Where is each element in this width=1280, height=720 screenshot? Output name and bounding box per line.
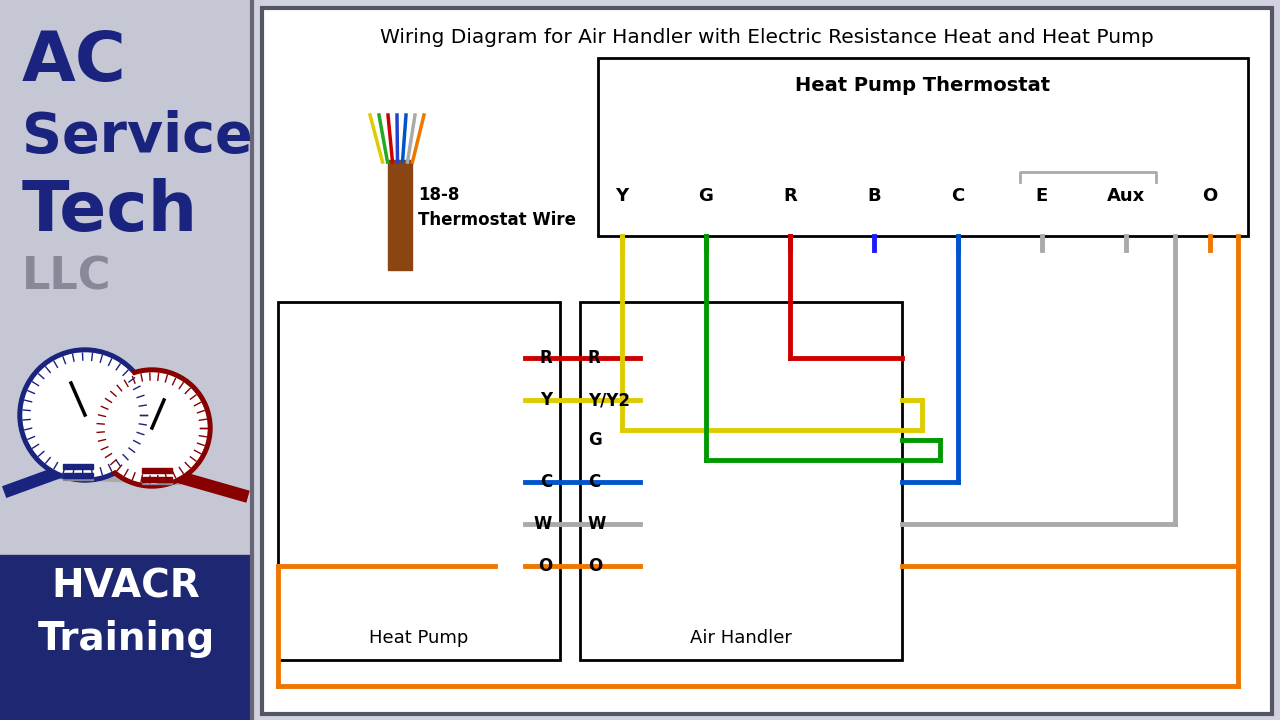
Bar <box>388 160 412 270</box>
Text: Heat Pump: Heat Pump <box>370 629 468 647</box>
Text: W: W <box>534 515 552 533</box>
Text: Y: Y <box>616 187 628 205</box>
Text: Thermostat Wire: Thermostat Wire <box>419 211 576 229</box>
Text: Heat Pump Thermostat: Heat Pump Thermostat <box>795 76 1051 95</box>
Text: Y: Y <box>540 391 552 409</box>
Circle shape <box>23 353 147 477</box>
Bar <box>63 473 93 478</box>
Bar <box>142 468 172 473</box>
Text: R: R <box>783 187 797 205</box>
Circle shape <box>18 348 152 482</box>
Text: B: B <box>867 187 881 205</box>
Text: O: O <box>588 557 603 575</box>
Bar <box>598 58 1248 236</box>
Bar <box>580 302 902 660</box>
Bar <box>278 302 559 660</box>
Text: Tech: Tech <box>22 178 198 245</box>
Text: C: C <box>951 187 965 205</box>
Circle shape <box>92 368 212 488</box>
Text: W: W <box>588 515 607 533</box>
Text: Service: Service <box>22 110 252 164</box>
Bar <box>142 466 172 484</box>
Text: Y/Y2: Y/Y2 <box>588 391 630 409</box>
Text: C: C <box>588 473 600 491</box>
Text: HVACR: HVACR <box>51 568 201 606</box>
Bar <box>142 477 172 482</box>
Text: C: C <box>540 473 552 491</box>
Text: Air Handler: Air Handler <box>690 629 792 647</box>
Text: AC: AC <box>22 28 127 95</box>
Text: E: E <box>1036 187 1048 205</box>
Text: 18-8: 18-8 <box>419 186 460 204</box>
Text: G: G <box>588 431 602 449</box>
Bar <box>0 0 252 720</box>
Text: G: G <box>699 187 713 205</box>
Bar <box>63 462 93 480</box>
Bar <box>262 8 1272 714</box>
Text: R: R <box>588 349 600 367</box>
Bar <box>262 8 1272 714</box>
Bar <box>0 555 252 720</box>
Bar <box>63 464 93 469</box>
Text: Aux: Aux <box>1107 187 1146 205</box>
Text: Wiring Diagram for Air Handler with Electric Resistance Heat and Heat Pump: Wiring Diagram for Air Handler with Elec… <box>380 28 1153 47</box>
Text: O: O <box>1202 187 1217 205</box>
Text: O: O <box>538 557 552 575</box>
Circle shape <box>97 373 207 483</box>
Text: R: R <box>539 349 552 367</box>
Text: Training: Training <box>37 620 215 658</box>
Text: LLC: LLC <box>22 255 111 298</box>
